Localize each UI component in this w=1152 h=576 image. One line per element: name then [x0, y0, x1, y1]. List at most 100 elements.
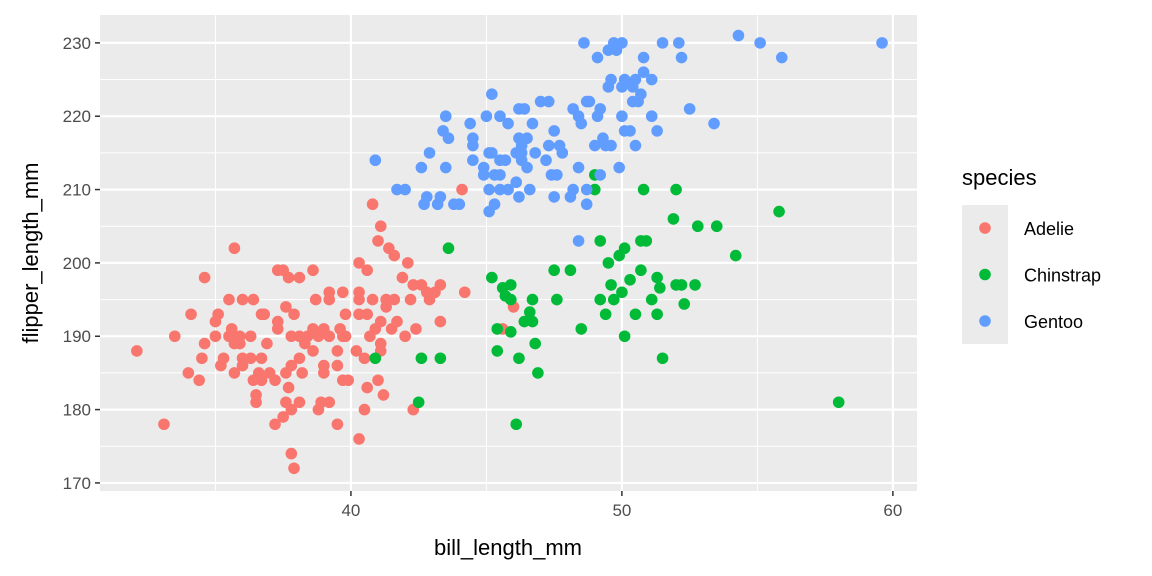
point-gentoo — [486, 88, 498, 101]
point-adelie — [331, 359, 344, 372]
point-chinstrap — [505, 326, 517, 338]
point-adelie — [185, 308, 197, 321]
point-adelie — [296, 367, 308, 379]
point-adelie — [168, 330, 181, 343]
point-chinstrap — [594, 293, 607, 306]
point-chinstrap — [434, 352, 447, 365]
point-adelie — [353, 257, 365, 269]
point-adelie — [358, 352, 371, 365]
point-gentoo — [423, 147, 436, 159]
point-adelie — [131, 345, 143, 357]
point-gentoo — [589, 139, 601, 152]
x-tick-label: 50 — [612, 501, 631, 520]
point-gentoo — [635, 88, 647, 101]
point-chinstrap — [442, 242, 455, 255]
point-gentoo — [391, 183, 403, 196]
legend-label-adelie: Adelie — [1024, 219, 1074, 239]
point-adelie — [309, 293, 322, 306]
point-adelie — [377, 389, 390, 401]
point-adelie — [282, 381, 295, 394]
point-adelie — [261, 337, 273, 350]
point-gentoo — [567, 183, 579, 196]
point-gentoo — [616, 37, 628, 49]
point-chinstrap — [637, 183, 650, 196]
point-chinstrap — [675, 279, 688, 291]
y-axis: 170 180 190 200 210 220 230 — [63, 34, 100, 493]
point-adelie — [434, 315, 447, 328]
point-chinstrap — [618, 242, 631, 255]
point-chinstrap — [523, 306, 536, 318]
point-chinstrap — [526, 293, 539, 306]
point-adelie — [331, 345, 344, 357]
point-gentoo — [548, 191, 560, 203]
point-gentoo — [499, 154, 512, 167]
point-adelie — [236, 359, 249, 372]
point-gentoo — [421, 191, 433, 203]
point-adelie — [323, 330, 336, 343]
point-chinstrap — [691, 220, 704, 233]
point-chinstrap — [729, 249, 742, 262]
point-chinstrap — [629, 308, 642, 321]
point-adelie — [323, 396, 336, 409]
point-adelie — [223, 293, 235, 306]
point-gentoo — [529, 147, 541, 159]
point-gentoo — [534, 95, 547, 108]
point-adelie — [293, 396, 306, 409]
point-gentoo — [434, 191, 447, 203]
point-adelie — [269, 418, 281, 431]
legend-label-chinstrap: Chinstrap — [1024, 266, 1101, 286]
point-gentoo — [439, 110, 452, 123]
point-adelie — [361, 381, 373, 394]
point-chinstrap — [491, 323, 504, 335]
point-adelie — [285, 403, 298, 416]
point-adelie — [407, 279, 420, 291]
point-adelie — [396, 271, 409, 284]
point-adelie — [331, 418, 344, 431]
point-adelie — [198, 337, 211, 350]
x-axis-title: bill_length_mm — [434, 535, 582, 560]
point-adelie — [250, 396, 262, 409]
point-adelie — [315, 396, 327, 409]
point-gentoo — [613, 161, 625, 174]
x-tick-label: 40 — [341, 501, 360, 520]
point-adelie — [391, 315, 403, 328]
point-gentoo — [708, 117, 720, 130]
point-adelie — [366, 293, 379, 306]
point-chinstrap — [486, 271, 498, 284]
point-gentoo — [518, 103, 531, 115]
point-gentoo — [467, 139, 479, 152]
point-adelie — [361, 264, 373, 277]
y-tick-label: 210 — [63, 181, 91, 200]
point-adelie — [353, 293, 365, 306]
point-adelie — [399, 330, 411, 343]
point-gentoo — [548, 125, 560, 137]
legend-title: species — [962, 165, 1037, 190]
point-chinstrap — [575, 323, 588, 335]
point-adelie — [158, 418, 170, 431]
point-adelie — [293, 271, 306, 284]
point-gentoo — [467, 154, 479, 167]
point-adelie — [280, 301, 292, 313]
point-gentoo — [480, 110, 493, 123]
point-adelie — [410, 323, 422, 335]
point-gentoo — [526, 117, 539, 130]
point-chinstrap — [602, 257, 615, 269]
y-tick-label: 180 — [63, 401, 91, 420]
point-adelie — [458, 286, 471, 299]
point-adelie — [271, 323, 284, 335]
point-chinstrap — [832, 396, 845, 409]
point-adelie — [277, 411, 289, 423]
point-adelie — [336, 286, 349, 299]
point-gentoo — [513, 191, 525, 203]
point-adelie — [282, 271, 295, 284]
point-chinstrap — [532, 367, 544, 379]
point-gentoo — [510, 176, 523, 189]
legend-key-adelie — [979, 222, 991, 234]
point-chinstrap — [526, 315, 539, 328]
point-gentoo — [675, 51, 688, 64]
point-gentoo — [578, 37, 590, 49]
point-gentoo — [521, 161, 533, 174]
point-adelie — [255, 374, 268, 387]
point-adelie — [236, 293, 249, 306]
point-adelie — [372, 374, 384, 387]
